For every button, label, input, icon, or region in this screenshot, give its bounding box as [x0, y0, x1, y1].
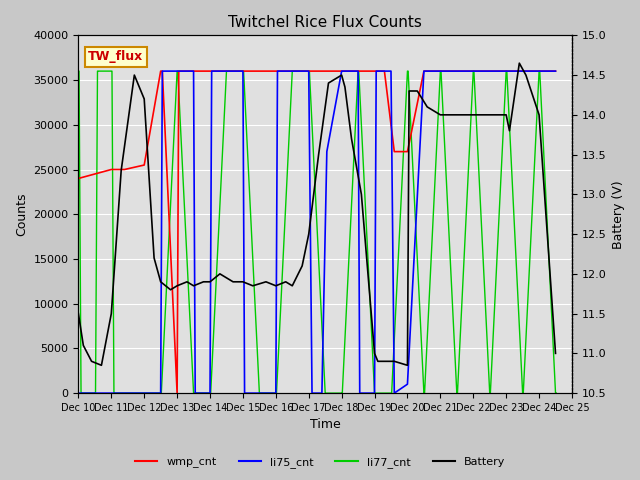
Y-axis label: Battery (V): Battery (V)	[612, 180, 625, 249]
Legend: wmp_cnt, li75_cnt, li77_cnt, Battery: wmp_cnt, li75_cnt, li77_cnt, Battery	[131, 452, 509, 472]
Text: TW_flux: TW_flux	[88, 50, 143, 63]
Title: Twitchel Rice Flux Counts: Twitchel Rice Flux Counts	[228, 15, 422, 30]
Y-axis label: Counts: Counts	[15, 192, 28, 236]
X-axis label: Time: Time	[310, 419, 340, 432]
